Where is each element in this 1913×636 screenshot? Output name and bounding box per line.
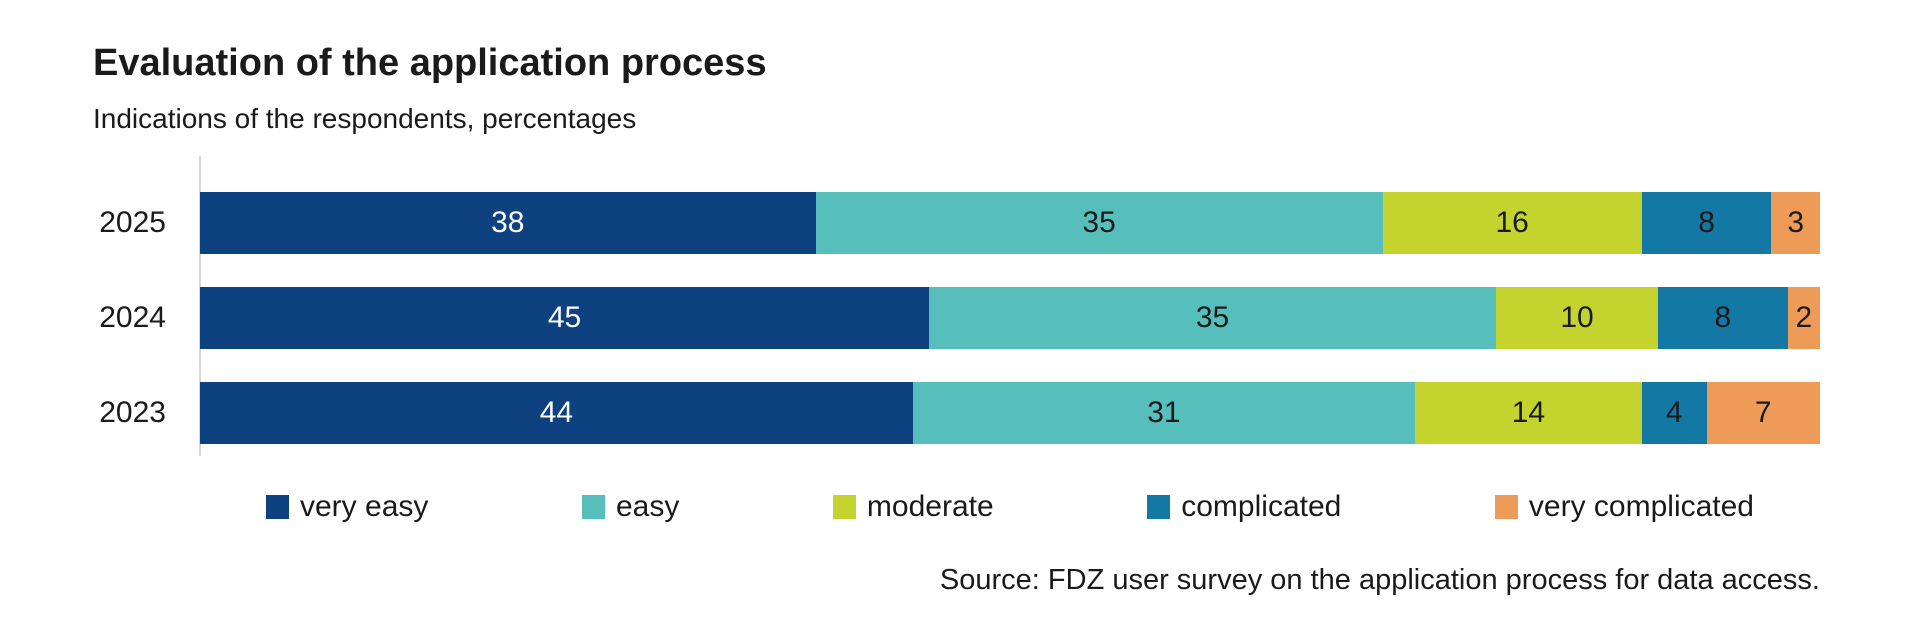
chart-row-2024: 2024 45 35 10 8 2 bbox=[0, 287, 1820, 349]
source-note: Source: FDZ user survey on the applicati… bbox=[939, 564, 1820, 596]
bar-track: 44 31 14 4 7 bbox=[200, 382, 1820, 444]
segment-value-label: 38 bbox=[491, 206, 525, 239]
segment-value-label: 10 bbox=[1560, 301, 1594, 334]
chart-title: Evaluation of the application process bbox=[93, 42, 767, 84]
bar-segment-very-easy: 44 bbox=[200, 382, 913, 444]
bar-segment-very-easy: 45 bbox=[200, 287, 929, 349]
segment-value-label: 3 bbox=[1787, 206, 1805, 239]
bar-segment-easy: 35 bbox=[815, 192, 1383, 254]
bar-segment-moderate: 10 bbox=[1496, 287, 1658, 349]
legend-swatch-complicated bbox=[1147, 495, 1171, 519]
year-label: 2023 bbox=[99, 396, 166, 429]
legend-label: very complicated bbox=[1528, 490, 1754, 523]
chart-subtitle: Indications of the respondents, percenta… bbox=[93, 103, 637, 134]
segment-value-label: 14 bbox=[1511, 396, 1546, 429]
year-label: 2024 bbox=[99, 301, 166, 334]
legend-item-very-easy: very easy bbox=[266, 492, 428, 522]
bar-segment-very-complicated: 3 bbox=[1771, 192, 1820, 254]
segment-value-label: 8 bbox=[1714, 301, 1732, 334]
bar-segment-very-complicated: 7 bbox=[1706, 382, 1820, 444]
segment-value-label: 35 bbox=[1195, 301, 1230, 334]
year-label: 2025 bbox=[99, 206, 166, 239]
bar-track: 45 35 10 8 2 bbox=[200, 287, 1820, 349]
bar-segment-very-complicated: 2 bbox=[1787, 287, 1820, 349]
legend-swatch-very-complicated bbox=[1494, 495, 1518, 519]
legend-label: very easy bbox=[300, 490, 429, 523]
segment-value-label: 16 bbox=[1495, 206, 1529, 239]
bar-rows: 2025 38 35 16 8 3 2024 45 35 10 8 2 2023 44 31 14 4 7 bbox=[0, 192, 1820, 444]
legend-item-moderate: moderate bbox=[832, 490, 994, 523]
legend-item-very-complicated: very complicated bbox=[1494, 490, 1754, 523]
legend-label: complicated bbox=[1181, 490, 1342, 523]
segment-value-label: 4 bbox=[1665, 396, 1683, 429]
chart-row-2023: 2023 44 31 14 4 7 bbox=[0, 382, 1820, 444]
legend-label: easy bbox=[615, 490, 680, 523]
chart-row-2025: 2025 38 35 16 8 3 bbox=[0, 192, 1820, 254]
bar-segment-very-easy: 38 bbox=[200, 192, 816, 254]
segment-value-label: 45 bbox=[547, 301, 582, 334]
legend-item-complicated: complicated bbox=[1147, 492, 1341, 522]
segment-value-label: 2 bbox=[1795, 301, 1813, 334]
bar-segment-complicated: 8 bbox=[1658, 287, 1788, 349]
segment-value-label: 8 bbox=[1698, 206, 1715, 239]
bar-segment-moderate: 16 bbox=[1382, 192, 1642, 254]
bar-segment-complicated: 4 bbox=[1641, 382, 1707, 444]
legend-item-easy: easy bbox=[581, 490, 680, 523]
bar-segment-moderate: 14 bbox=[1414, 382, 1642, 444]
bar-track: 38 35 16 8 3 bbox=[200, 192, 1820, 254]
bar-segment-easy: 35 bbox=[929, 287, 1496, 349]
segment-value-label: 7 bbox=[1754, 396, 1772, 429]
legend-swatch-easy bbox=[581, 495, 605, 519]
bar-segment-complicated: 8 bbox=[1641, 192, 1772, 254]
legend-label: moderate bbox=[866, 490, 994, 523]
legend-swatch-very-easy bbox=[266, 495, 289, 519]
bar-segment-easy: 31 bbox=[912, 382, 1415, 444]
segment-value-label: 44 bbox=[539, 396, 574, 429]
chart-legend: very easy easy moderate complicated very com… bbox=[200, 492, 1820, 522]
segment-value-label: 35 bbox=[1082, 206, 1116, 239]
segment-value-label: 31 bbox=[1147, 396, 1181, 429]
legend-swatch-moderate bbox=[832, 495, 856, 519]
